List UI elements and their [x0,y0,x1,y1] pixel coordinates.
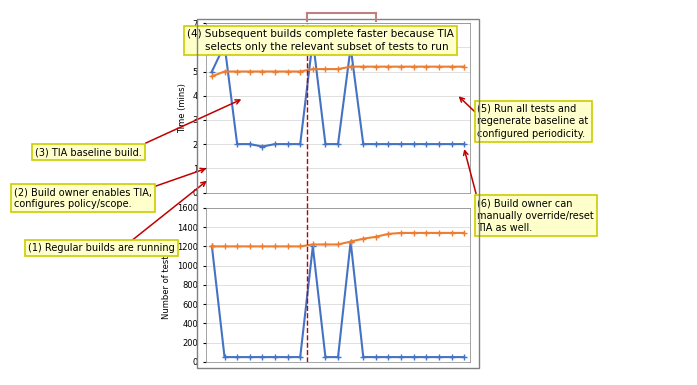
Tests Run - Regular [271,244,279,249]
Tests Run - TIA [296,355,305,360]
Tests Run - Regular [245,244,254,249]
Tests Run - Regular [422,231,431,235]
Build Time - TIA [447,142,456,146]
Tests Run - TIA [435,355,443,360]
Tests Run - TIA [422,355,431,360]
Build Time - Regular [447,64,456,69]
Build Time - Regular [460,64,468,69]
Text: (4) Subsequent builds complete faster because TIA
    selects only the relevant : (4) Subsequent builds complete faster be… [187,29,454,52]
Build Time - TIA [271,142,279,146]
Tests Run - Regular [447,231,456,235]
Text: (3) TIA baseline build.: (3) TIA baseline build. [35,147,141,157]
Tests Run - Regular [334,242,342,247]
Build Time - Regular [384,64,392,69]
Build Time - Regular [346,64,355,69]
Build Time - TIA [410,142,418,146]
Tests Run - TIA [397,355,405,360]
Build Time - TIA [258,144,266,149]
Tests Run - TIA [208,244,216,249]
Tests Run - TIA [346,239,355,244]
Build Time - TIA [233,142,241,146]
Build Time - TIA [422,142,431,146]
Tests Run - Regular [346,239,355,244]
Line: Build Time - TIA: Build Time - TIA [208,37,468,150]
Tests Run - Regular [321,242,330,247]
Build Time - TIA [359,142,367,146]
Tests Run - TIA [321,355,330,360]
Build Time - Regular [422,64,431,69]
Build Time - TIA [460,142,468,146]
Tests Run - TIA [271,355,279,360]
Build Time - Regular [334,67,342,71]
Tests Run - TIA [460,355,468,360]
Build Time - Regular [296,69,305,74]
Build Time - TIA [334,142,342,146]
Build Time - Regular [410,64,418,69]
Text: (2) Build owner enables TIA,
configures policy/scope.: (2) Build owner enables TIA, configures … [14,187,152,209]
Tests Run - Regular [410,231,418,235]
Tests Run - TIA [309,244,317,249]
Build Time - Regular [220,69,229,74]
Build Time - Regular [435,64,443,69]
Build Time - TIA [208,69,216,74]
Build Time - TIA [245,142,254,146]
Build Time - TIA [397,142,405,146]
Build Time - Regular [372,64,380,69]
Build Time - TIA [309,38,317,42]
Build Time - Regular [208,74,216,79]
Line: Tests Run - Regular: Tests Run - Regular [208,229,468,250]
Build Time - Regular [284,69,292,74]
Build Time - Regular [309,67,317,71]
Tests Run - Regular [359,236,367,241]
Build Time - Regular [245,69,254,74]
Build Time - Regular [321,67,330,71]
Build Time - TIA [372,142,380,146]
Tests Run - TIA [284,355,292,360]
Tests Run - TIA [372,355,380,360]
Build Time - Regular [233,69,241,74]
Tests Run - TIA [410,355,418,360]
Tests Run - Regular [384,231,392,236]
Tests Run - TIA [359,355,367,360]
Build Time - TIA [384,142,392,146]
Tests Run - TIA [384,355,392,360]
Build Time - Regular [397,64,405,69]
Tests Run - TIA [233,355,241,360]
Build Time - TIA [296,142,305,146]
Y-axis label: Number of tests: Number of tests [162,251,171,319]
Line: Build Time - Regular: Build Time - Regular [208,63,468,80]
Line: Tests Run - TIA: Tests Run - TIA [208,238,468,361]
Tests Run - Regular [460,231,468,235]
Tests Run - Regular [258,244,266,249]
Legend: Build Time - TIA, Build Time - Regular: Build Time - TIA, Build Time - Regular [243,221,433,236]
Build Time - TIA [220,43,229,47]
Build Time - TIA [321,142,330,146]
Tests Run - Regular [208,244,216,249]
Tests Run - Regular [296,244,305,249]
Build Time - TIA [346,45,355,50]
Text: (1) Regular builds are running: (1) Regular builds are running [28,243,175,253]
Text: (5) Run all tests and
regenerate baseline at
configured periodicity.: (5) Run all tests and regenerate baselin… [477,104,589,139]
Tests Run - TIA [220,355,229,360]
Tests Run - Regular [372,234,380,239]
Tests Run - TIA [334,355,342,360]
Tests Run - Regular [220,244,229,249]
Tests Run - Regular [397,231,405,235]
Y-axis label: Time (mins): Time (mins) [178,83,187,133]
Tests Run - TIA [447,355,456,360]
Tests Run - Regular [233,244,241,249]
Build Time - TIA [284,142,292,146]
Build Time - Regular [258,69,266,74]
Tests Run - TIA [258,355,266,360]
Tests Run - Regular [435,231,443,235]
Build Time - Regular [359,64,367,69]
Tests Run - Regular [309,242,317,247]
Build Time - TIA [435,142,443,146]
Tests Run - TIA [245,355,254,360]
Build Time - Regular [271,69,279,74]
Tests Run - Regular [284,244,292,249]
Text: (6) Build owner can
manually override/reset
TIA as well.: (6) Build owner can manually override/re… [477,198,595,233]
